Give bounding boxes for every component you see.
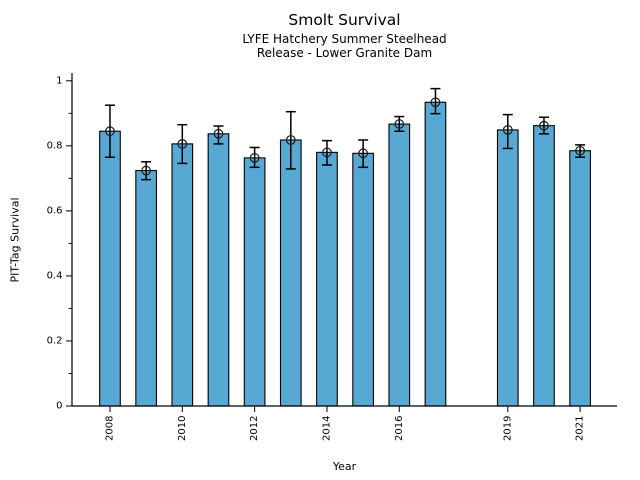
marker-2014 bbox=[322, 147, 332, 158]
bar-2019 bbox=[496, 129, 519, 407]
bar-2012 bbox=[243, 157, 266, 407]
y-tick-label-0.6: 0.6 bbox=[47, 205, 63, 216]
x-tick-label-2019: 2019 bbox=[502, 416, 513, 441]
y-tick-label-1: 1 bbox=[56, 75, 62, 86]
bar-2017 bbox=[424, 101, 447, 407]
marker-2021 bbox=[575, 145, 586, 156]
bar-2014 bbox=[316, 151, 338, 407]
y-tick-label-0.8: 0.8 bbox=[47, 140, 63, 151]
marker-2011 bbox=[213, 128, 224, 139]
marker-2017 bbox=[430, 97, 441, 108]
x-axis-label: Year bbox=[332, 460, 357, 473]
chart-subtitle-line1: LYFE Hatchery Summer Steelhead bbox=[242, 32, 447, 46]
y-tick-label-0: 0 bbox=[56, 401, 62, 412]
marker-2010 bbox=[177, 138, 188, 149]
marker-2019 bbox=[502, 125, 513, 135]
bar-2020 bbox=[533, 125, 555, 407]
marker-2009 bbox=[141, 165, 152, 176]
marker-2016 bbox=[394, 119, 405, 129]
marker-2012 bbox=[249, 152, 260, 163]
x-tick-label-2010: 2010 bbox=[177, 416, 188, 441]
bar-2011 bbox=[207, 133, 230, 407]
bar-2009 bbox=[135, 170, 157, 407]
bar-2021 bbox=[569, 150, 591, 407]
bar-2008 bbox=[99, 130, 121, 407]
x-tick-label-2008: 2008 bbox=[104, 416, 115, 441]
chart-title: Smolt Survival bbox=[288, 11, 401, 29]
marker-2015 bbox=[358, 148, 369, 159]
marker-2008 bbox=[105, 126, 115, 137]
marker-2013 bbox=[285, 135, 296, 145]
bar-2013 bbox=[279, 139, 302, 407]
bar-2010 bbox=[171, 143, 194, 407]
x-tick-label-2021: 2021 bbox=[575, 416, 586, 441]
x-tick-label-2014: 2014 bbox=[321, 416, 332, 441]
marker-2020 bbox=[539, 120, 549, 131]
y-tick-label-0.2: 0.2 bbox=[47, 335, 63, 346]
bar-2016 bbox=[388, 123, 411, 407]
chart-subtitle-line2: Release - Lower Granite Dam bbox=[256, 46, 433, 60]
bar-2015 bbox=[352, 152, 374, 407]
y-tick-label-0.4: 0.4 bbox=[47, 270, 63, 281]
x-tick-label-2016: 2016 bbox=[394, 416, 405, 441]
x-tick-label-2012: 2012 bbox=[249, 416, 260, 441]
